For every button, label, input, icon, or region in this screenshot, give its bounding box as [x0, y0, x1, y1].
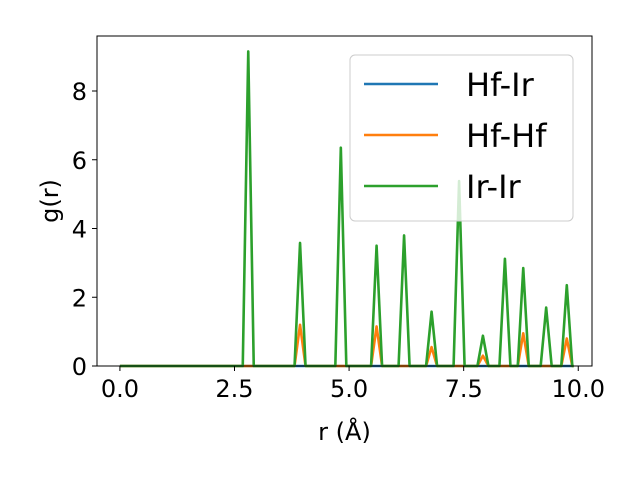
legend-label-ir-ir: Ir-Ir	[466, 168, 522, 206]
x-axis-ticks: 0.0 2.5 5.0 7.5 10.0	[101, 366, 605, 403]
y-tick-label: 8	[72, 78, 87, 106]
y-axis-label: g(r)	[36, 179, 64, 223]
x-tick-label: 0.0	[101, 375, 139, 403]
legend-box	[349, 54, 574, 222]
y-axis-ticks: 0 2 4 6 8	[72, 78, 97, 381]
x-tick-label: 7.5	[445, 375, 483, 403]
y-tick-label: 4	[72, 216, 87, 244]
x-tick-label: 2.5	[215, 375, 253, 403]
plot-frame	[96, 35, 593, 367]
x-tick-label: 10.0	[552, 375, 605, 403]
legend: Hf-Ir Hf-Hf Ir-Ir	[349, 54, 574, 222]
y-tick-label: 2	[72, 284, 87, 312]
y-tick-label: 0	[72, 353, 87, 381]
y-tick-label: 6	[72, 147, 87, 175]
legend-label-hf-ir: Hf-Ir	[466, 66, 535, 104]
x-tick-label: 5.0	[330, 375, 368, 403]
x-axis-label: r (Å)	[318, 417, 371, 446]
legend-label-hf-hf: Hf-Hf	[466, 117, 547, 155]
